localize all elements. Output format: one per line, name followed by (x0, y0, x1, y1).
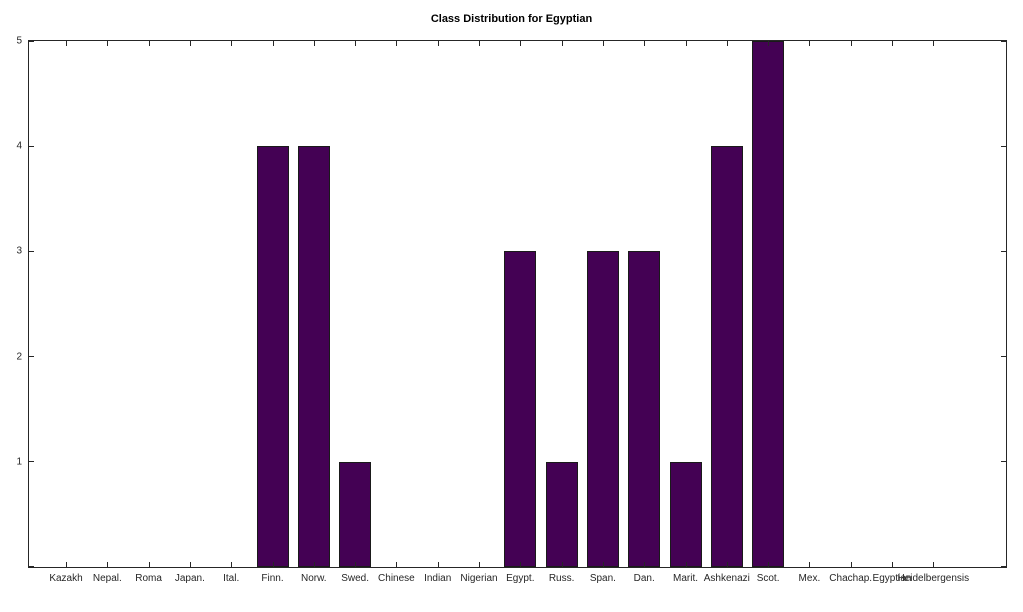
bar-span (586, 251, 619, 567)
x-tick-mark (768, 41, 770, 46)
x-tick-label: Indian (424, 573, 452, 584)
bar-ashkenazi (710, 146, 743, 567)
x-tick-mark (892, 41, 893, 46)
x-tick-label: Kazakh (49, 573, 83, 584)
y-tick-label: 3 (16, 245, 22, 257)
x-tick-label: Span. (589, 573, 616, 584)
x-tick-label: Mex. (798, 573, 821, 584)
y-tick-mark (29, 461, 34, 463)
chart-title: Class Distribution for Egyptian (430, 13, 593, 25)
x-tick-label: Roma (135, 573, 162, 584)
x-tick-label: Chachap. (829, 573, 873, 584)
y-tick-label: 1 (16, 456, 22, 468)
x-tick-mark (561, 41, 563, 46)
x-tick-mark (313, 41, 315, 46)
x-tick-label: Ashkenazi (703, 573, 750, 584)
y-tick-label: 4 (16, 140, 22, 152)
x-tick-mark (644, 41, 646, 46)
x-tick-mark (850, 41, 852, 46)
x-tick-mark (850, 562, 852, 567)
bar-marit (669, 461, 702, 567)
x-tick-label: Ital. (223, 573, 240, 584)
x-tick-mark (933, 562, 935, 567)
x-tick-mark (602, 41, 604, 46)
y-tick-mark (1001, 566, 1006, 567)
x-tick-mark (396, 41, 398, 46)
x-tick-label: Nepal. (92, 573, 122, 584)
x-tick-mark (396, 562, 398, 567)
y-tick-mark (29, 356, 34, 358)
x-tick-label: Egypt. (506, 573, 535, 584)
bar-dan (628, 251, 661, 567)
x-tick-mark (189, 41, 191, 46)
x-tick-mark (231, 41, 233, 46)
x-tick-mark (189, 562, 191, 567)
x-tick-mark (892, 562, 893, 567)
x-tick-label: Finn. (261, 573, 284, 584)
x-tick-label: Japan. (174, 573, 205, 584)
x-tick-mark (520, 562, 522, 567)
x-tick-mark (272, 41, 274, 46)
x-tick-mark (933, 41, 935, 46)
x-tick-mark (809, 41, 811, 46)
x-tick-label: Dan. (633, 573, 655, 584)
x-tick-mark (479, 41, 480, 46)
x-tick-mark (107, 41, 109, 46)
x-tick-label: Scot. (756, 573, 780, 584)
bar-russ (545, 461, 578, 567)
x-tick-mark (602, 562, 604, 567)
y-tick-label: 5 (16, 35, 22, 47)
y-tick-mark (1001, 41, 1006, 42)
x-tick-mark (768, 562, 770, 567)
x-tick-label: Nigerian (460, 573, 498, 584)
x-tick-label: Egyptian (872, 573, 912, 584)
y-tick-mark (1001, 356, 1006, 358)
x-tick-mark (685, 41, 687, 46)
y-tick-mark (1001, 461, 1006, 463)
x-tick-mark (272, 562, 274, 567)
x-tick-label: Russ. (548, 573, 575, 584)
x-tick-mark (313, 562, 315, 567)
x-tick-mark (107, 562, 109, 567)
x-tick-mark (685, 562, 687, 567)
y-tick-label: 2 (16, 351, 22, 363)
x-tick-label: Chinese (378, 573, 415, 584)
x-tick-mark (148, 562, 150, 567)
x-tick-mark (437, 41, 439, 46)
x-tick-mark (231, 562, 233, 567)
y-tick-mark (29, 145, 34, 147)
x-tick-mark (355, 562, 357, 567)
x-tick-mark (809, 562, 811, 567)
x-tick-mark (437, 562, 439, 567)
x-tick-label: Heidelbergensis (897, 573, 970, 584)
x-tick-mark (479, 562, 480, 567)
y-tick-mark (1001, 145, 1006, 147)
y-tick-mark (29, 566, 34, 567)
x-tick-mark (726, 562, 728, 567)
x-tick-mark (66, 41, 67, 46)
y-tick-mark (29, 250, 34, 252)
x-tick-mark (520, 41, 522, 46)
x-tick-mark (644, 562, 646, 567)
bar-scot (752, 41, 785, 567)
x-tick-label: Marit. (673, 573, 698, 584)
x-tick-mark (726, 41, 728, 46)
y-tick-mark (29, 41, 34, 42)
x-tick-mark (355, 41, 357, 46)
x-tick-label: Norw. (301, 573, 327, 584)
bar-egypt (504, 251, 537, 567)
bar-finn (256, 146, 289, 567)
bar-swed (339, 461, 372, 567)
x-tick-label: Swed. (341, 573, 369, 584)
plot-area (28, 40, 1007, 568)
x-tick-mark (561, 562, 563, 567)
x-tick-mark (66, 562, 67, 567)
x-tick-mark (148, 41, 150, 46)
bar-norw (297, 146, 330, 567)
y-tick-mark (1001, 250, 1006, 252)
